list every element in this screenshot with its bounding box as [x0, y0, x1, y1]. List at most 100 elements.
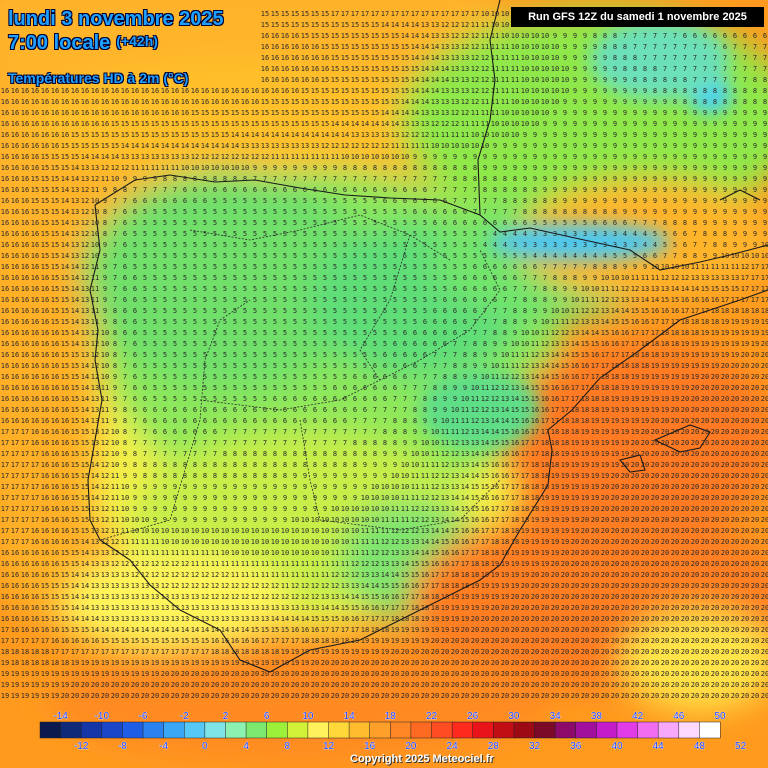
- svg-text:6: 6: [423, 340, 427, 348]
- svg-text:16: 16: [41, 472, 49, 480]
- svg-text:9: 9: [313, 494, 317, 502]
- svg-text:20: 20: [711, 516, 719, 524]
- svg-text:12: 12: [81, 252, 89, 260]
- svg-text:14: 14: [421, 65, 429, 73]
- svg-text:15: 15: [61, 318, 69, 326]
- svg-text:14: 14: [461, 472, 469, 480]
- svg-text:17: 17: [111, 648, 119, 656]
- svg-text:20: 20: [691, 516, 699, 524]
- svg-text:20: 20: [731, 560, 739, 568]
- svg-text:11: 11: [511, 76, 519, 84]
- svg-text:16: 16: [71, 98, 79, 106]
- svg-text:20: 20: [521, 670, 529, 678]
- svg-text:16: 16: [51, 329, 59, 337]
- svg-text:9: 9: [633, 263, 637, 271]
- svg-text:6: 6: [263, 406, 267, 414]
- svg-text:20: 20: [551, 681, 559, 689]
- svg-text:16: 16: [41, 516, 49, 524]
- svg-text:12: 12: [121, 549, 129, 557]
- svg-text:10: 10: [321, 538, 329, 546]
- svg-text:20: 20: [401, 692, 409, 700]
- svg-text:14: 14: [331, 604, 339, 612]
- svg-text:7: 7: [503, 208, 507, 216]
- svg-text:5: 5: [393, 263, 397, 271]
- svg-text:5: 5: [243, 274, 247, 282]
- svg-text:16: 16: [441, 560, 449, 568]
- svg-text:5: 5: [213, 285, 217, 293]
- svg-text:20: 20: [591, 626, 599, 634]
- svg-text:5: 5: [383, 252, 387, 260]
- svg-text:5: 5: [223, 362, 227, 370]
- svg-text:12: 12: [431, 472, 439, 480]
- svg-text:16: 16: [361, 604, 369, 612]
- svg-text:6: 6: [403, 329, 407, 337]
- svg-text:11: 11: [451, 131, 459, 139]
- svg-text:16: 16: [161, 109, 169, 117]
- svg-text:16: 16: [291, 43, 299, 51]
- svg-text:5: 5: [333, 296, 337, 304]
- svg-text:5: 5: [353, 329, 357, 337]
- svg-text:10: 10: [291, 538, 299, 546]
- svg-text:12: 12: [561, 329, 569, 337]
- svg-text:16: 16: [241, 98, 249, 106]
- svg-text:20: 20: [691, 417, 699, 425]
- svg-text:7: 7: [663, 65, 667, 73]
- svg-text:12: 12: [281, 593, 289, 601]
- svg-text:12: 12: [81, 208, 89, 216]
- svg-text:14: 14: [421, 76, 429, 84]
- svg-text:5: 5: [513, 252, 517, 260]
- svg-text:9: 9: [683, 186, 687, 194]
- svg-text:15: 15: [721, 285, 729, 293]
- svg-text:20: 20: [751, 538, 759, 546]
- svg-text:10: 10: [541, 98, 549, 106]
- svg-text:20: 20: [711, 406, 719, 414]
- svg-text:18: 18: [541, 461, 549, 469]
- svg-text:7: 7: [113, 296, 117, 304]
- svg-text:15: 15: [41, 593, 49, 601]
- svg-text:20: 20: [691, 538, 699, 546]
- svg-text:18: 18: [461, 571, 469, 579]
- svg-text:16: 16: [61, 637, 69, 645]
- svg-text:10: 10: [521, 109, 529, 117]
- svg-text:16: 16: [31, 274, 39, 282]
- svg-text:20: 20: [431, 692, 439, 700]
- svg-text:9: 9: [663, 175, 667, 183]
- svg-text:11: 11: [131, 549, 139, 557]
- svg-text:15: 15: [371, 43, 379, 51]
- svg-text:9: 9: [603, 131, 607, 139]
- svg-text:5: 5: [343, 197, 347, 205]
- svg-text:20: 20: [561, 593, 569, 601]
- svg-text:15: 15: [121, 131, 129, 139]
- svg-text:9: 9: [313, 164, 317, 172]
- svg-text:15: 15: [391, 582, 399, 590]
- svg-text:7: 7: [493, 208, 497, 216]
- svg-text:7: 7: [733, 65, 737, 73]
- svg-text:12: 12: [341, 571, 349, 579]
- svg-text:5: 5: [373, 307, 377, 315]
- svg-text:20: 20: [721, 494, 729, 502]
- svg-text:15: 15: [211, 131, 219, 139]
- svg-text:14: 14: [691, 285, 699, 293]
- svg-text:13: 13: [71, 219, 79, 227]
- svg-text:20: 20: [451, 670, 459, 678]
- svg-text:19: 19: [651, 406, 659, 414]
- svg-text:6: 6: [403, 197, 407, 205]
- svg-text:6: 6: [303, 417, 307, 425]
- svg-text:15: 15: [561, 362, 569, 370]
- svg-text:5: 5: [193, 318, 197, 326]
- svg-text:14: 14: [481, 439, 489, 447]
- svg-text:19: 19: [491, 571, 499, 579]
- svg-text:14: 14: [111, 153, 119, 161]
- svg-text:6: 6: [203, 428, 207, 436]
- svg-text:5: 5: [333, 208, 337, 216]
- svg-text:8: 8: [533, 186, 537, 194]
- svg-text:15: 15: [111, 142, 119, 150]
- svg-text:14: 14: [411, 98, 419, 106]
- svg-text:5: 5: [173, 263, 177, 271]
- svg-text:9: 9: [623, 109, 627, 117]
- svg-text:8: 8: [113, 186, 117, 194]
- svg-text:11: 11: [351, 538, 359, 546]
- svg-text:10: 10: [621, 274, 629, 282]
- svg-text:15: 15: [711, 285, 719, 293]
- svg-text:16: 16: [61, 450, 69, 458]
